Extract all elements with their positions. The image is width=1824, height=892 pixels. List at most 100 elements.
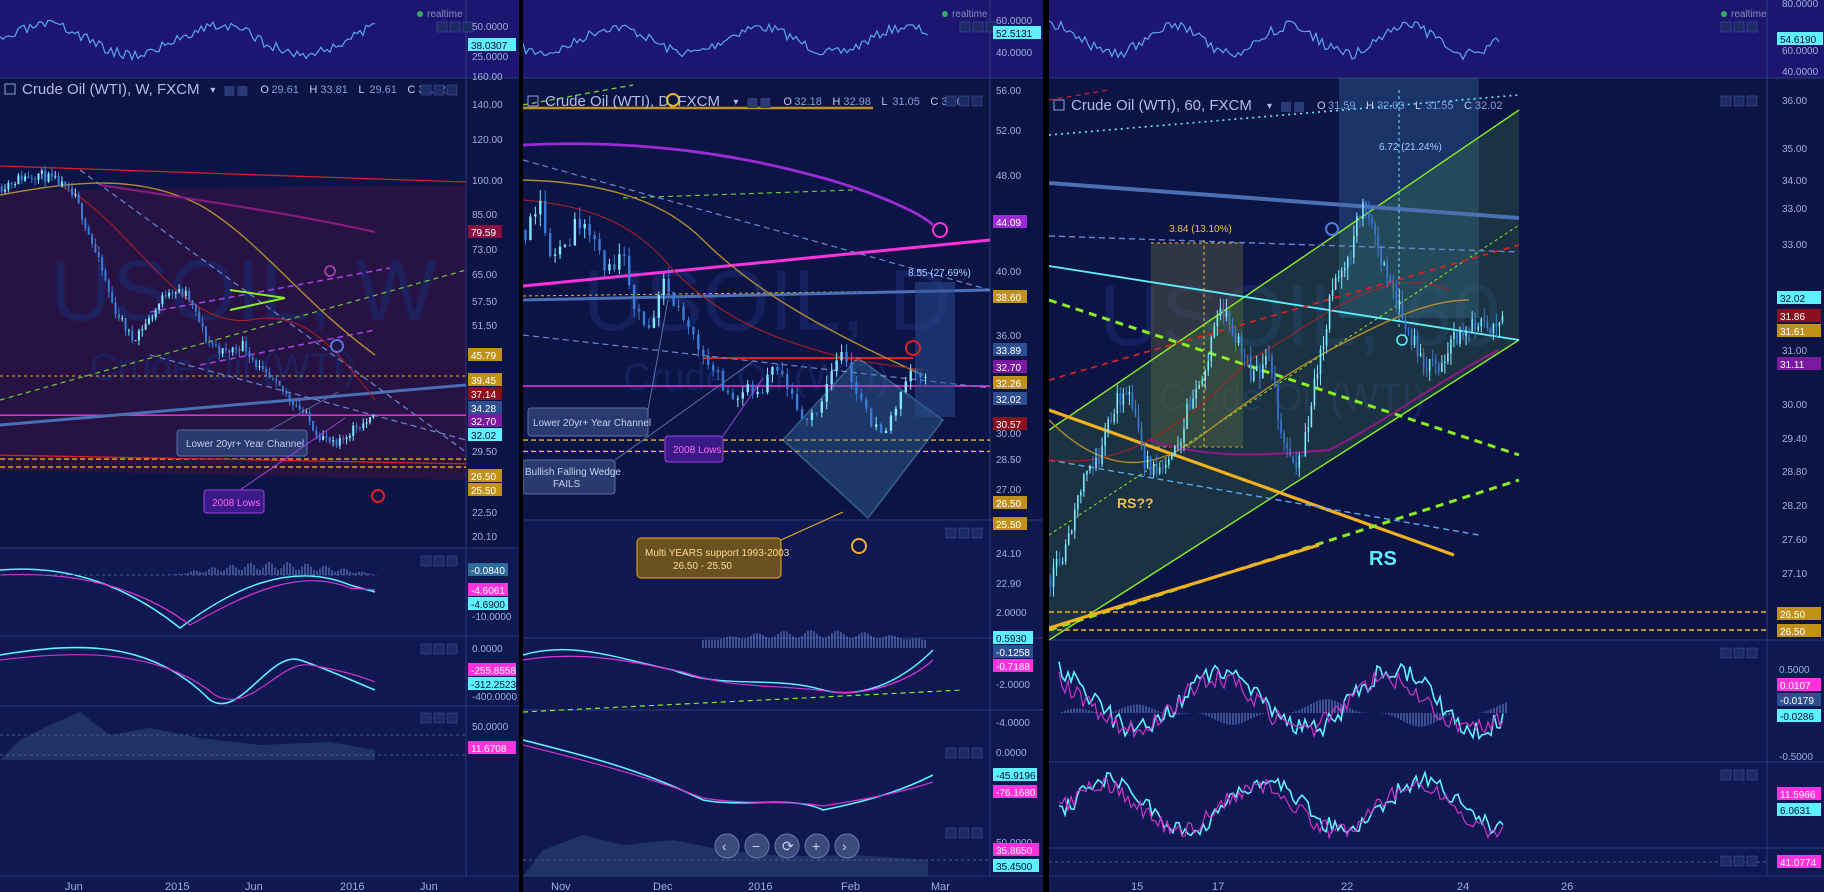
pane-menu-icon[interactable]	[446, 643, 458, 655]
pane-menu-icon[interactable]	[436, 21, 448, 33]
pane-menu-icon[interactable]	[446, 712, 458, 724]
price-badge-value: 35.8650	[996, 846, 1033, 857]
pane-menu-icon[interactable]	[945, 827, 957, 839]
pane-menu-icon[interactable]	[945, 95, 957, 107]
candle	[204, 326, 207, 342]
pane-menu-icon[interactable]	[433, 712, 445, 724]
pane-menu-icon[interactable]	[958, 95, 970, 107]
candle	[211, 342, 214, 345]
candle	[151, 317, 154, 319]
reset-icon[interactable]	[774, 833, 800, 859]
pane-menu-icon[interactable]	[1733, 21, 1745, 33]
candle	[884, 430, 888, 433]
candle	[1307, 426, 1310, 433]
annotation-text: 6.72 (21.24%)	[1379, 142, 1442, 153]
price-badge-value: 31.61	[1780, 327, 1805, 338]
trend-line	[523, 84, 634, 106]
compare-icon[interactable]	[760, 98, 771, 108]
candle	[1101, 445, 1103, 465]
pane-menu-icon[interactable]	[1746, 769, 1758, 781]
pane-menu-icon[interactable]	[420, 555, 432, 567]
weekly-chart-panel[interactable]: realtime 50.0000 25.0000 38.0307 USOIL, W Cru…	[0, 0, 519, 892]
zoom-in-icon[interactable]	[804, 833, 830, 859]
pane-menu-icon[interactable]	[1720, 647, 1732, 659]
pane-menu-icon[interactable]	[1720, 769, 1732, 781]
pane-menu-icon[interactable]	[971, 95, 983, 107]
pane-menu-icon[interactable]	[971, 747, 983, 759]
candle	[1246, 355, 1249, 357]
pane-menu-icon[interactable]	[945, 527, 957, 539]
candle	[285, 391, 288, 394]
chevron-right-icon[interactable]	[834, 833, 860, 859]
price-badge	[468, 483, 502, 496]
trend-line	[523, 689, 964, 713]
pane-menu-icon[interactable]	[1746, 855, 1758, 867]
price-badge-value: 26.50	[471, 472, 496, 483]
price-badge	[993, 290, 1027, 303]
pane-menu-icon[interactable]	[972, 21, 984, 33]
settings-icon[interactable]	[1281, 102, 1291, 112]
pane-menu-icon[interactable]	[1746, 647, 1758, 659]
candle	[117, 314, 120, 319]
axis-tick-label: -0.5000	[1779, 752, 1813, 763]
pane-menu-icon[interactable]	[1746, 21, 1758, 33]
axis-tick-label: 36.00	[996, 331, 1021, 342]
settings-icon[interactable]	[224, 86, 235, 96]
pane-menu-icon[interactable]	[446, 555, 458, 567]
pane-menu-icon[interactable]	[945, 747, 957, 759]
pane-menu-icon[interactable]	[1746, 95, 1758, 107]
candle	[54, 175, 57, 177]
pane-menu-icon[interactable]	[449, 21, 461, 33]
compare-icon[interactable]	[237, 86, 248, 96]
pane-menu-icon[interactable]	[958, 527, 970, 539]
pane-menu-icon[interactable]	[959, 21, 971, 33]
candle	[608, 264, 611, 271]
price-badge	[468, 414, 502, 427]
candle	[141, 329, 144, 331]
x-axis-tick: Nov	[551, 881, 571, 892]
compare-icon[interactable]	[1294, 102, 1304, 112]
candle	[1259, 365, 1261, 379]
pane-menu-icon[interactable]	[433, 643, 445, 655]
candle	[1334, 277, 1337, 290]
zoom-out-icon[interactable]	[744, 833, 770, 859]
hourly-chart-panel[interactable]: realtime 80.0000 60.0000 40.0000 54.6190 USOI…	[1049, 0, 1824, 892]
candle	[322, 436, 325, 440]
price-badge-value: 38.0307	[471, 41, 508, 52]
signal-line	[0, 573, 376, 626]
candle	[1277, 385, 1279, 420]
pane-menu-icon[interactable]	[1733, 95, 1745, 107]
price-badge	[993, 517, 1027, 530]
pane-menu-icon[interactable]	[420, 712, 432, 724]
pane-menu-icon[interactable]	[1720, 95, 1732, 107]
pane-menu-icon[interactable]	[433, 84, 445, 96]
candle	[258, 366, 261, 368]
pane-menu-icon[interactable]	[958, 747, 970, 759]
chevron-left-icon[interactable]	[714, 833, 740, 859]
daily-chart-panel[interactable]: realtime 60.0000 40.0000 52.5131 USOIL, D Cru…	[523, 0, 1043, 892]
pane-menu-icon[interactable]	[1733, 769, 1745, 781]
candle	[687, 320, 690, 328]
collapse-icon[interactable]	[527, 95, 539, 107]
pane-menu-icon[interactable]	[971, 827, 983, 839]
candle	[1049, 578, 1052, 587]
pane-menu-icon[interactable]	[433, 555, 445, 567]
pane-menu-icon[interactable]	[1733, 855, 1745, 867]
pane-menu-icon[interactable]	[1720, 855, 1732, 867]
pane-menu-icon[interactable]	[420, 84, 432, 96]
candle	[924, 376, 927, 378]
callout-line	[647, 299, 669, 411]
pane-menu-icon[interactable]	[462, 21, 474, 33]
pane-menu-icon[interactable]	[1733, 647, 1745, 659]
pane-menu-icon[interactable]	[971, 527, 983, 539]
settings-icon[interactable]	[747, 98, 758, 108]
ohlc-letter: O	[260, 84, 269, 96]
pane-menu-icon[interactable]	[446, 84, 458, 96]
pane-menu-icon[interactable]	[958, 827, 970, 839]
collapse-icon[interactable]	[1053, 99, 1065, 111]
ohlc-value: 29.61	[271, 84, 299, 96]
candle	[1328, 295, 1331, 329]
pane-menu-icon[interactable]	[420, 643, 432, 655]
collapse-icon[interactable]	[4, 83, 16, 95]
pane-menu-icon[interactable]	[1720, 21, 1732, 33]
